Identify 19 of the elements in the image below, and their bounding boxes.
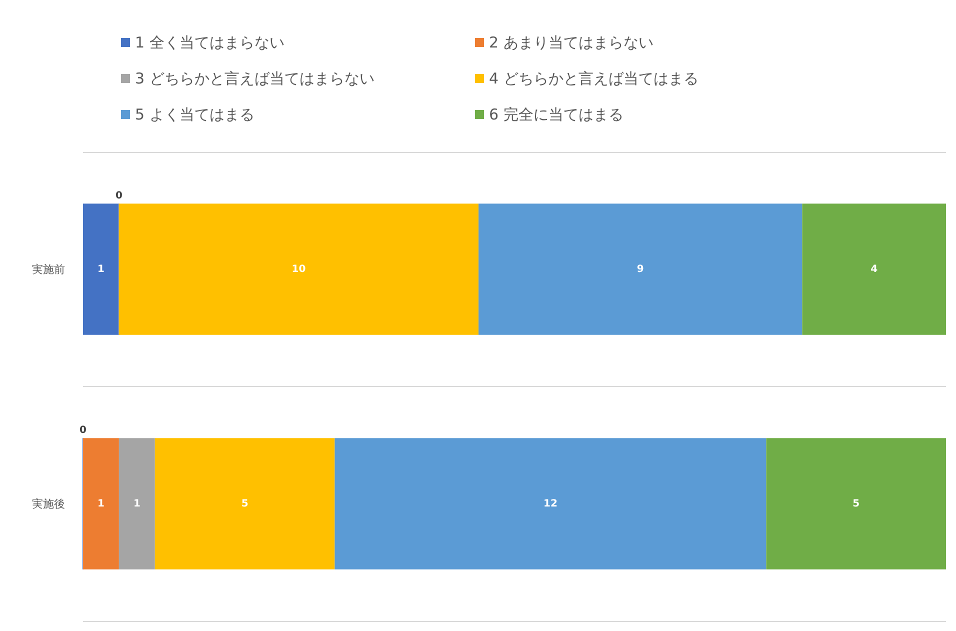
y-tick-label: 実施後 xyxy=(32,497,65,510)
data-label: 1 xyxy=(133,498,140,510)
data-label: 5 xyxy=(241,498,248,510)
legend-label: 4 どちらかと言えば当てはまる xyxy=(489,70,698,88)
data-label: 1 xyxy=(97,498,104,510)
y-tick-label: 実施前 xyxy=(32,262,65,276)
data-label: 4 xyxy=(870,264,878,275)
legend-label: 5 よく当てはまる xyxy=(135,106,254,124)
data-label: 12 xyxy=(543,498,558,510)
legend-label: 2 あまり当てはまらない xyxy=(489,34,654,52)
data-label: 5 xyxy=(852,498,860,510)
data-label: 0 xyxy=(80,425,87,436)
data-label: 10 xyxy=(292,264,306,275)
legend-label: 6 完全に当てはまる xyxy=(489,106,624,124)
legend-label: 1 全く当てはまらない xyxy=(135,34,284,52)
data-label: 9 xyxy=(636,264,644,275)
data-label: 1 xyxy=(97,264,104,275)
legend-label: 3 どちらかと言えば当てはまらない xyxy=(135,70,374,88)
data-label: 0 xyxy=(115,190,122,202)
